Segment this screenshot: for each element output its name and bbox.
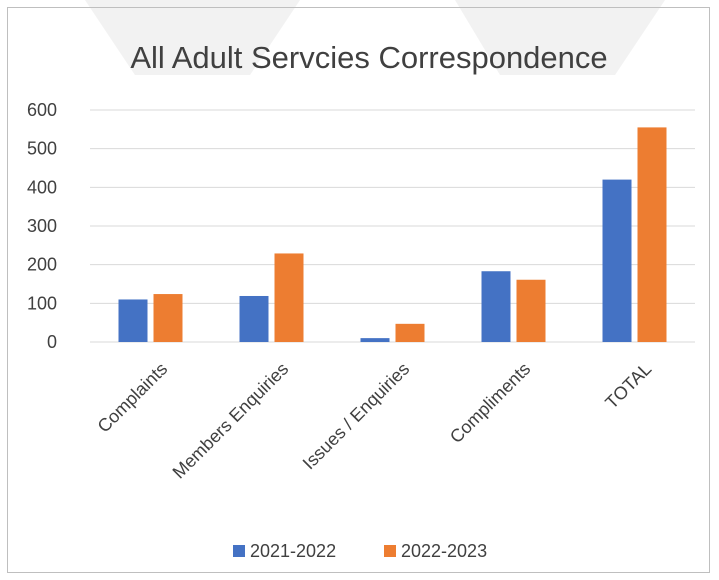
gridlines [90,109,695,343]
bar-2022-2023-issues-enquiries [395,323,425,342]
legend-label: 2022-2023 [401,541,487,561]
bar-2021-2022-compliments [481,271,511,342]
x-tick-label: TOTAL [601,359,655,413]
y-tick-label: 400 [27,177,57,197]
bar-2022-2023-total [637,127,667,343]
y-tick-label: 200 [27,255,57,275]
watermark-stripe-left [85,0,300,75]
x-tick-label: Issues / Enquiries [299,359,414,474]
x-tick-label: Complaints [94,359,172,437]
bar-2022-2023-compliments [516,279,546,342]
bar-2021-2022-issues-enquiries [360,338,390,342]
bar-2021-2022-members-enquiries [239,295,269,342]
bars [118,127,667,343]
y-tick-label: 300 [27,216,57,236]
y-tick-label: 600 [27,100,57,120]
legend-swatch [233,545,245,557]
bar-2022-2023-complaints [153,294,183,342]
x-tick-label: Compliments [446,359,534,447]
legend-label: 2021-2022 [250,541,336,561]
chart-frame [7,7,710,573]
legend: 2021-2022 2022-2023 [233,541,487,561]
watermark-stripe-right [455,0,665,75]
bar-2021-2022-complaints [118,299,148,342]
chart-title: All Adult Servcies Correspondence [130,40,607,75]
y-tick-label: 0 [47,332,57,352]
bar-2022-2023-members-enquiries [274,253,304,342]
y-tick-label: 100 [27,293,57,313]
bar-2021-2022-total [602,179,632,342]
y-axis-ticks: 0 100 200 300 400 500 600 [27,100,57,352]
legend-swatch [384,545,396,557]
x-tick-label: Members Enquiries [169,359,293,483]
y-tick-label: 500 [27,139,57,159]
